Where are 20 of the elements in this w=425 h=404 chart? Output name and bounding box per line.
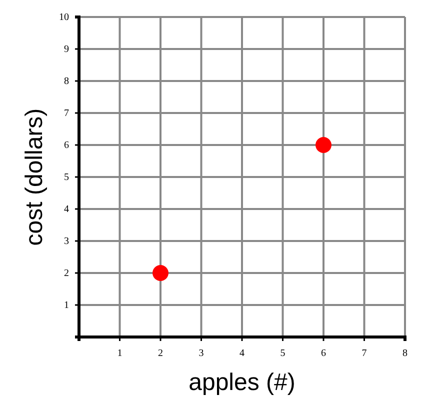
y-tick-label: 5 [64, 172, 69, 184]
x-tick-label: 3 [198, 348, 204, 360]
y-tick-label: 3 [64, 236, 69, 248]
x-tick-label: 4 [240, 348, 244, 360]
x-tick-label: 7 [362, 348, 367, 360]
x-tick-label: 6 [321, 348, 326, 360]
y-tick-label: 2 [64, 268, 69, 280]
x-tick-label: 1 [117, 348, 122, 360]
x-axis-title: apples (#) [188, 369, 296, 396]
y-tick-label: 6 [64, 140, 69, 152]
x-tick-label: 2 [158, 348, 163, 360]
y-tick-label: 9 [64, 44, 69, 56]
y-tick-label: 10 [59, 12, 69, 24]
y-tick-label: 8 [64, 76, 69, 88]
x-tick-label: 5 [280, 348, 286, 360]
x-tick-label: 8 [402, 348, 408, 360]
y-tick-label: 7 [64, 108, 69, 120]
y-tick-label: 4 [64, 204, 69, 216]
y-axis-title: cost (dollars) [21, 108, 48, 246]
y-tick-label: 1 [64, 300, 69, 312]
